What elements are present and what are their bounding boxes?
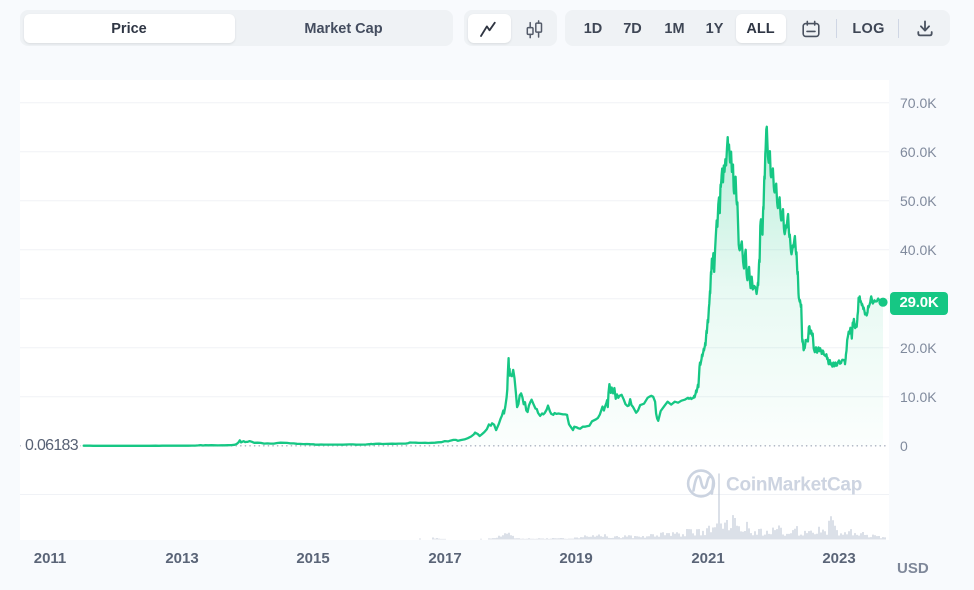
svg-text:CoinMarketCap: CoinMarketCap bbox=[726, 475, 862, 496]
